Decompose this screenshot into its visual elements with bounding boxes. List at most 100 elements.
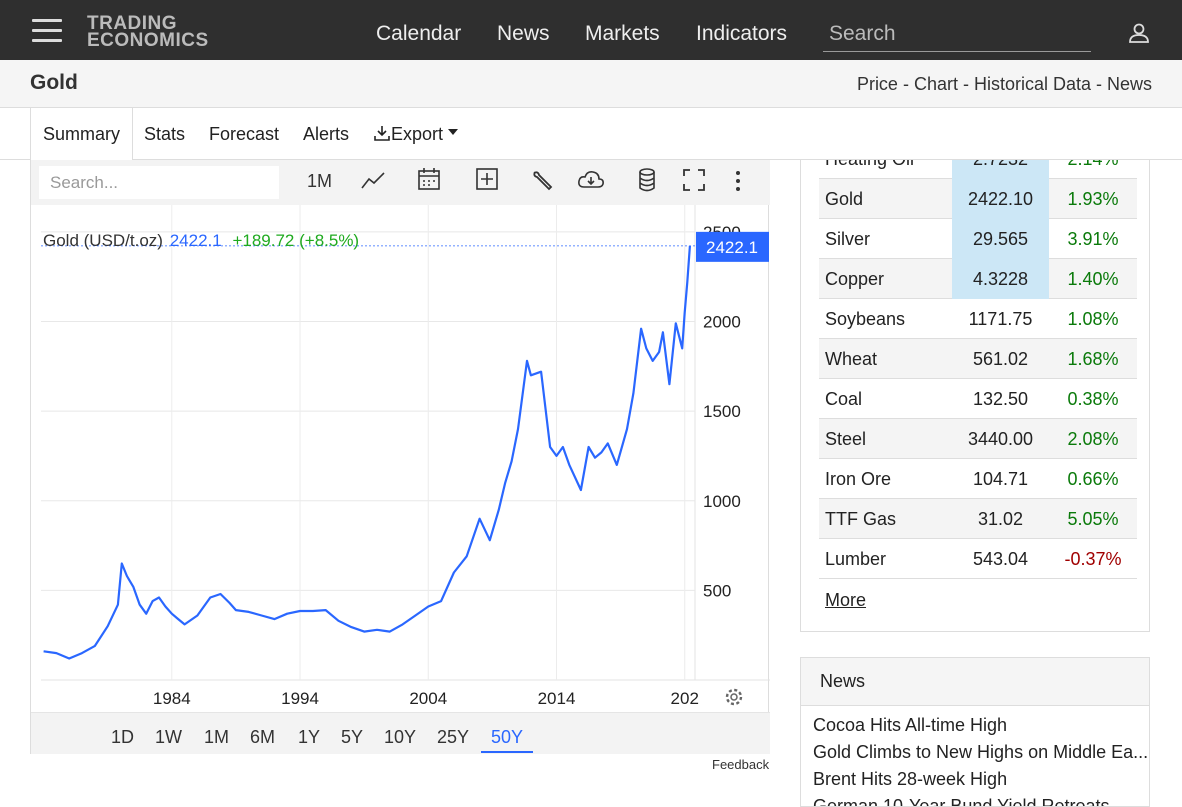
period-5y[interactable]: 5Y [341,727,364,747]
commodity-row[interactable]: Copper 4.3228 1.40% [819,259,1137,299]
interval-selector[interactable]: 1M [307,171,333,191]
commodities-table: Heating Oil 2.72322.14% Gold 2422.10 1.93% Si… [800,160,1150,632]
tab-summary[interactable]: Summary [30,108,134,160]
period-1d[interactable]: 1D [111,727,135,747]
commodity-row[interactable]: Steel 3440.00 2.08% [819,419,1137,459]
wrench-icon[interactable] [531,169,553,191]
gold-price-line [43,245,691,660]
commodity-row[interactable]: Wheat 561.02 1.68% [819,339,1137,379]
commodity-price: 2.7232 [952,160,1049,179]
commodity-name[interactable]: Heating Oil [825,160,914,170]
news-item[interactable]: Cocoa Hits All-time High [813,715,1008,735]
commodity-price: 104.71 [972,469,1029,489]
legend-series-name: Gold (USD/t.oz) [43,231,163,250]
cloud-download-icon[interactable] [577,169,605,191]
commodity-name[interactable]: TTF Gas [825,509,896,529]
commodity-price: 4.3228 [952,259,1049,299]
export-label: Export [391,124,444,144]
chart-legend: Gold (USD/t.oz) 2422.1 +189.72 (+8.5%) [43,231,359,251]
site-logo[interactable]: TRADING ECONOMICS [87,13,209,51]
period-1w[interactable]: 1W [155,727,182,747]
chart-panel: Search... 1M 500100015002000250019841994… [30,160,770,754]
commodity-price: 1171.75 [968,309,1033,329]
commodity-name[interactable]: Soybeans [825,309,906,329]
commodity-row[interactable]: Iron Ore 104.71 0.66% [819,459,1137,499]
news-item[interactable]: Gold Climbs to New Highs on Middle Ea... [813,742,1149,762]
news-item[interactable]: Brent Hits 28-week High [813,769,1008,789]
commodity-name[interactable]: Iron Ore [825,469,892,489]
commodity-row[interactable]: Soybeans 1171.75 1.08% [819,299,1137,339]
calendar-icon[interactable] [417,167,441,191]
commodity-row[interactable]: TTF Gas 31.02 5.05% [819,499,1137,539]
top-navigation-bar: TRADING ECONOMICS Calendar News Markets … [0,0,1182,60]
commodity-row[interactable]: Heating Oil 2.72322.14% [819,160,1137,179]
more-options-icon[interactable] [735,170,741,192]
tab-forecast[interactable]: Forecast [209,124,280,144]
period-1m[interactable]: 1M [204,727,230,747]
nav-news[interactable]: News [497,22,550,45]
logo-line-1: TRADING [87,13,178,34]
x-tick-label: 2014 [538,689,576,708]
commodity-name[interactable]: Wheat [825,349,878,369]
commodity-row[interactable]: Gold 2422.10 1.93% [819,179,1137,219]
user-icon[interactable] [1128,22,1150,44]
commodity-change: 1.08% [1067,309,1119,329]
database-icon[interactable] [638,168,656,192]
period-6m[interactable]: 6M [250,727,276,747]
commodity-name[interactable]: Copper [825,269,885,289]
y-tick-label: 500 [703,581,731,600]
tab-stats[interactable]: Stats [144,124,186,144]
x-tick-label: 1994 [281,689,319,708]
commodity-name[interactable]: Coal [825,389,863,409]
add-indicator-icon[interactable] [476,168,498,190]
x-tick-label: 2004 [409,689,447,708]
commodity-name[interactable]: Lumber [825,549,887,569]
commodity-change: 1.40% [1067,269,1119,289]
caret-down-icon [448,129,459,135]
commodity-change: 1.68% [1067,349,1119,369]
y-tick-label: 2000 [703,313,741,332]
site-search-input[interactable]: Search [823,18,1091,52]
y-tick-label: 1500 [703,402,741,421]
commodity-row[interactable]: Silver 29.565 3.91% [819,219,1137,259]
commodity-name[interactable]: Steel [825,429,867,449]
tab-alerts[interactable]: Alerts [303,124,350,144]
commodity-change: 0.66% [1067,469,1119,489]
price-chart[interactable]: 5001000150020002500198419942004201420224… [31,205,770,712]
news-item[interactable]: German 10-Year Bund Yield Retreats [813,796,1110,807]
period-10y[interactable]: 10Y [384,727,417,747]
current-price-tag [696,231,769,262]
settings-icon[interactable] [725,688,743,706]
period-50y[interactable]: 50Y [481,727,534,753]
x-tick-label: 1984 [153,689,191,708]
more-link[interactable]: More [825,590,867,610]
logo-line-2: ECONOMICS [87,30,209,51]
nav-markets[interactable]: Markets [585,22,660,45]
line-type-icon[interactable] [361,171,385,191]
x-tick-label: 202 [671,689,699,708]
commodity-price: 3440.00 [967,429,1034,449]
commodity-name[interactable]: Silver [825,229,871,249]
chart-search-input[interactable]: Search... [39,166,279,199]
commodity-row[interactable]: Lumber 543.04 -0.37% [819,539,1137,579]
commodity-name[interactable]: Gold [825,189,864,209]
commodity-price: 2422.10 [952,179,1049,219]
tab-export[interactable]: Export [373,108,459,160]
commodity-change: 2.14% [1049,160,1137,179]
commodity-change: -0.37% [1064,549,1122,569]
commodity-row[interactable]: Coal 132.50 0.38% [819,379,1137,419]
period-selector: 1D 1W 1M 6M 1Y 5Y 10Y 25Y 50Y [31,712,770,754]
menu-icon[interactable] [32,19,62,43]
nav-calendar[interactable]: Calendar [376,22,462,45]
page-title: Gold [30,71,78,94]
chart-toolbar: Search... 1M [31,160,770,205]
commodity-change: 2.08% [1067,429,1119,449]
section-links[interactable]: Price - Chart - Historical Data - News [856,74,1152,94]
legend-value: 2422.1 [169,231,222,250]
fullscreen-icon[interactable] [683,169,705,191]
feedback-link[interactable]: Feedback [712,757,770,772]
period-1y[interactable]: 1Y [298,727,321,747]
commodity-price: 543.04 [972,549,1029,569]
nav-indicators[interactable]: Indicators [696,22,788,45]
period-25y[interactable]: 25Y [437,727,470,747]
